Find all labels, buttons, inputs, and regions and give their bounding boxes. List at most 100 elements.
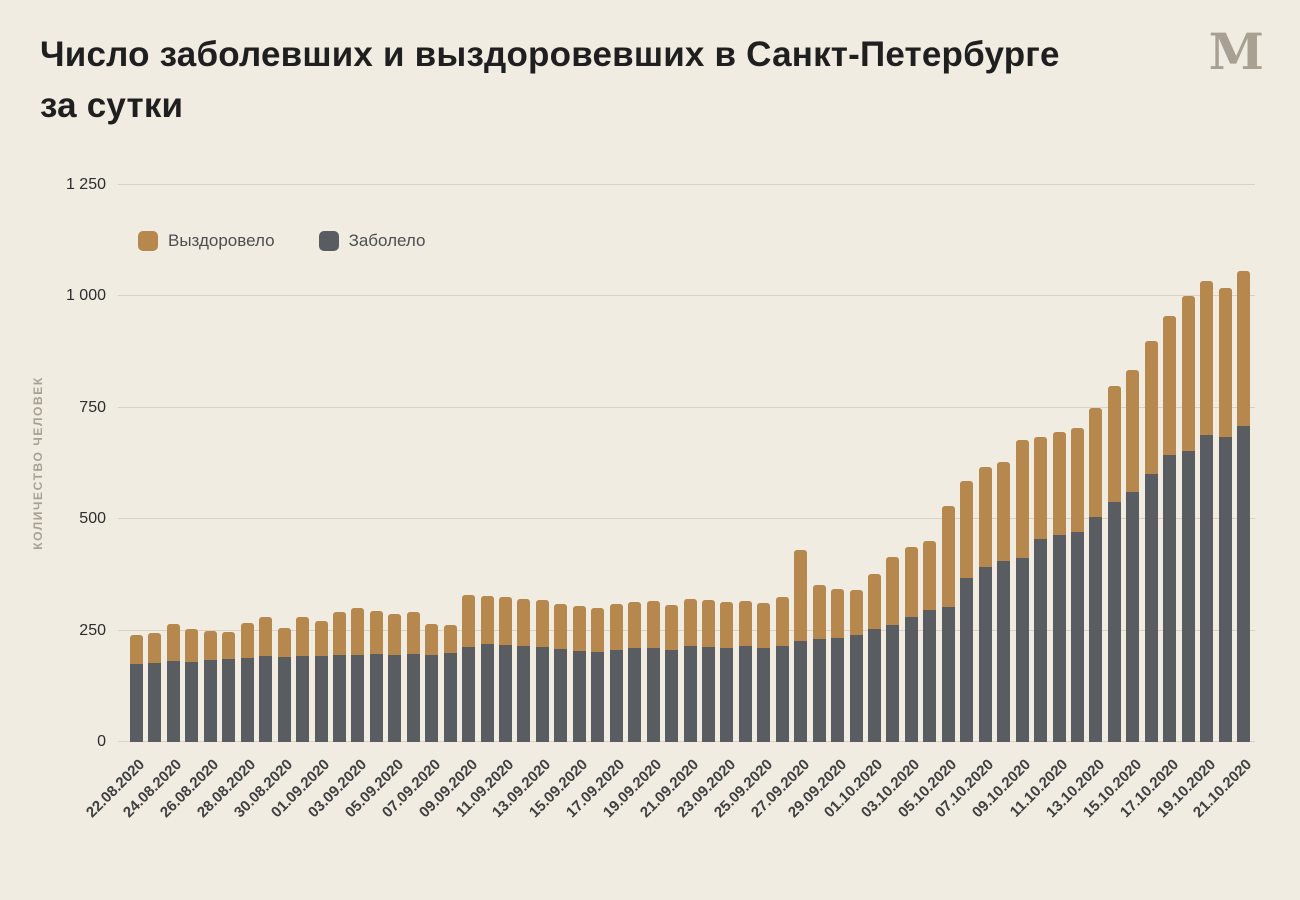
bar-segment-infected bbox=[941, 606, 955, 742]
bar-segment-recovered bbox=[222, 631, 236, 660]
bar-segment-infected bbox=[1070, 532, 1084, 742]
bar-segment-recovered bbox=[185, 629, 199, 662]
bar-segment-recovered bbox=[369, 611, 383, 655]
bar-segment-infected bbox=[1034, 539, 1048, 742]
bar-segment-recovered bbox=[1015, 439, 1029, 558]
bar-group bbox=[1015, 439, 1029, 742]
bar-group bbox=[332, 611, 346, 742]
bar-segment-infected bbox=[701, 646, 715, 742]
bar-group bbox=[701, 599, 715, 742]
y-tick-label: 500 bbox=[79, 510, 106, 528]
bar-group bbox=[185, 629, 199, 742]
bar-segment-infected bbox=[130, 664, 143, 742]
bar-segment-recovered bbox=[240, 622, 254, 658]
y-tick-label: 1 000 bbox=[65, 287, 106, 305]
bar-segment-recovered bbox=[462, 594, 476, 647]
bar-segment-infected bbox=[868, 629, 881, 742]
bar-segment-infected bbox=[1052, 534, 1066, 742]
bar-segment-recovered bbox=[535, 600, 549, 647]
bar-group bbox=[849, 590, 863, 742]
bar-group bbox=[1089, 407, 1103, 742]
bar-group bbox=[997, 461, 1011, 742]
bar-segment-infected bbox=[1126, 492, 1140, 742]
bar-segment-infected bbox=[296, 656, 310, 742]
bar-segment-infected bbox=[314, 655, 328, 742]
bar-segment-infected bbox=[240, 657, 254, 742]
bar-group bbox=[462, 594, 476, 742]
bar-group bbox=[1181, 296, 1195, 742]
bar-group bbox=[868, 574, 881, 742]
bar-group bbox=[923, 540, 937, 742]
bar-segment-infected bbox=[462, 646, 476, 742]
bar-segment-recovered bbox=[1163, 316, 1177, 455]
bar-segment-recovered bbox=[499, 596, 512, 645]
bar-segment-infected bbox=[1015, 557, 1029, 742]
y-tick-label: 750 bbox=[79, 398, 106, 416]
bar-group bbox=[425, 623, 439, 742]
bar-group bbox=[1144, 340, 1158, 742]
bar-segment-infected bbox=[535, 646, 549, 742]
bar-segment-infected bbox=[978, 567, 992, 742]
gridline bbox=[118, 518, 1255, 520]
bar-segment-recovered bbox=[480, 596, 494, 645]
bar-group bbox=[1052, 432, 1066, 742]
bar-group bbox=[591, 608, 605, 742]
bar-segment-infected bbox=[831, 637, 845, 742]
bar-segment-recovered bbox=[775, 596, 789, 646]
bar-group bbox=[1126, 369, 1140, 742]
bar-group bbox=[296, 617, 310, 742]
bar-segment-recovered bbox=[314, 620, 328, 656]
bar-segment-infected bbox=[425, 655, 439, 742]
bar-segment-infected bbox=[1107, 502, 1121, 742]
bar-segment-recovered bbox=[904, 547, 918, 617]
bar-segment-recovered bbox=[277, 628, 291, 658]
bar-segment-recovered bbox=[1070, 427, 1084, 533]
bar-segment-recovered bbox=[1181, 296, 1195, 452]
bar-segment-infected bbox=[904, 616, 918, 742]
bar-segment-infected bbox=[1144, 473, 1158, 742]
legend-item-recovered: Выздоровело bbox=[138, 231, 275, 251]
bar-segment-recovered bbox=[203, 630, 217, 661]
bar-segment-infected bbox=[572, 650, 586, 742]
bar-segment-recovered bbox=[978, 467, 992, 568]
bar-segment-infected bbox=[812, 638, 826, 742]
plot-area: Выздоровело Заболело 0 250 500 750 1 000 1 25… bbox=[66, 176, 1256, 821]
bar-group bbox=[683, 599, 697, 742]
bar-segment-recovered bbox=[683, 599, 697, 647]
bar-group bbox=[738, 601, 752, 742]
bar-segment-infected bbox=[480, 644, 494, 742]
bar-segment-recovered bbox=[351, 608, 365, 656]
bar-segment-recovered bbox=[554, 603, 568, 650]
bar-group bbox=[480, 596, 494, 742]
bar-segment-recovered bbox=[738, 601, 752, 647]
bar-segment-recovered bbox=[1237, 270, 1250, 426]
bar-segment-recovered bbox=[296, 617, 310, 657]
bar-group bbox=[443, 625, 457, 742]
bar-segment-infected bbox=[923, 610, 937, 742]
bar-segment-recovered bbox=[849, 590, 863, 635]
bar-segment-infected bbox=[351, 655, 365, 742]
bar-segment-infected bbox=[148, 662, 162, 742]
bar-segment-recovered bbox=[406, 611, 420, 655]
bar-segment-infected bbox=[222, 659, 236, 742]
bar-segment-recovered bbox=[517, 598, 531, 646]
legend: Выздоровело Заболело bbox=[138, 231, 425, 251]
gridline bbox=[118, 184, 1255, 185]
bar-segment-infected bbox=[886, 624, 900, 742]
bar-segment-infected bbox=[646, 647, 660, 742]
gridline bbox=[118, 406, 1255, 408]
bar-segment-recovered bbox=[1107, 385, 1121, 503]
bar-segment-recovered bbox=[1052, 432, 1066, 535]
bar-group bbox=[535, 600, 549, 742]
bar-group bbox=[148, 632, 162, 742]
bar-segment-infected bbox=[203, 660, 217, 742]
bar-segment-recovered bbox=[997, 461, 1011, 561]
bar-segment-recovered bbox=[591, 608, 605, 652]
bar-segment-infected bbox=[775, 645, 789, 742]
bar-group bbox=[1218, 287, 1232, 742]
bar-segment-infected bbox=[1218, 436, 1232, 742]
bar-group bbox=[351, 608, 365, 742]
bar-group bbox=[1107, 385, 1121, 742]
bar-segment-recovered bbox=[166, 623, 180, 661]
